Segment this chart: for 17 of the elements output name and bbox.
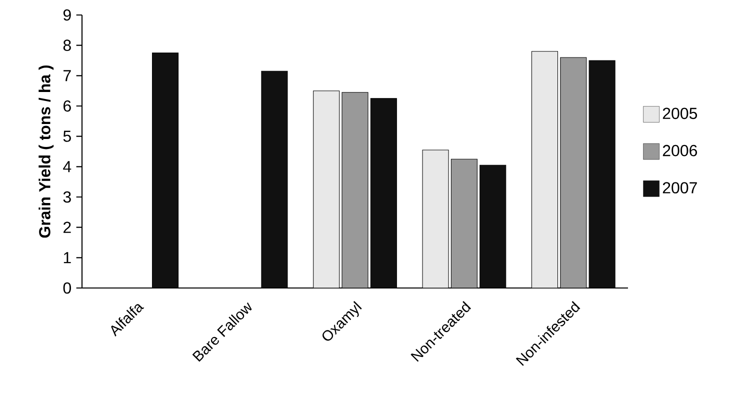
y-tick-label: 4 [63,161,72,172]
y-tick-label: 1 [64,252,71,264]
y-tick-label: 7 [64,70,71,82]
y-tick-label: 2 [64,222,71,233]
y-tick-label: 0 [63,282,71,294]
y-tick-label: 6 [64,100,71,112]
legend-label: 2006 [662,144,698,156]
bar [531,51,558,288]
legend-label: 2007 [662,182,697,194]
y-tick-label: 8 [63,40,71,51]
y-tick-label: 5 [63,130,71,142]
y-tick-label: 9 [63,9,71,21]
y-axis-title: Grain Yield ( tons / ha ) [38,65,54,238]
bar [313,90,340,288]
y-tick-label: 3 [63,191,71,203]
legend-label: 2005 [662,108,698,120]
bar [422,150,449,288]
